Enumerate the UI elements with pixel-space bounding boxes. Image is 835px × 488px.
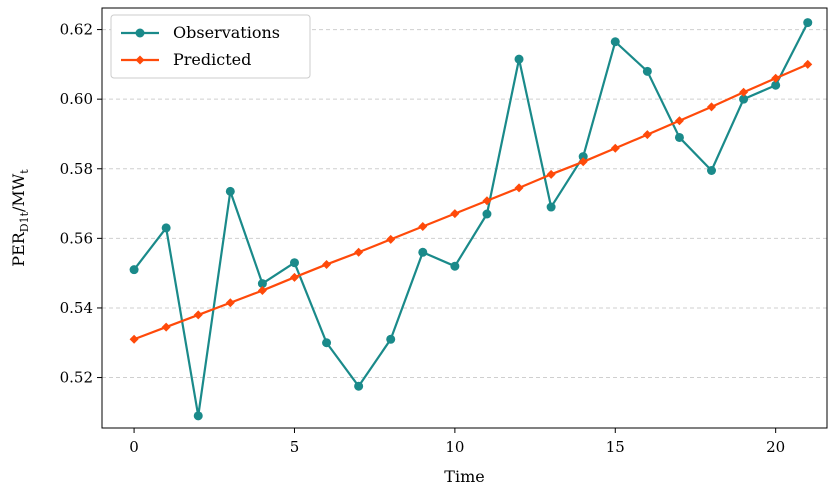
observations-point bbox=[803, 18, 813, 28]
observations-point bbox=[450, 261, 460, 271]
series-line-observations bbox=[133, 22, 809, 417]
y-axis-ticks: 0.52 0.54 0.56 0.58 0.60 0.62 bbox=[60, 21, 102, 387]
predicted-point bbox=[674, 116, 684, 126]
y-tick-label: 0.56 bbox=[60, 229, 93, 247]
legend-label: Predicted bbox=[173, 50, 251, 69]
predicted-point bbox=[418, 222, 428, 232]
predicted-point bbox=[193, 310, 203, 320]
observations-point bbox=[225, 186, 235, 196]
y-tick-label: 0.62 bbox=[60, 21, 93, 39]
y-axis-label-mid: /MW bbox=[9, 173, 28, 212]
series-predicted bbox=[129, 59, 813, 344]
x-tick-label: 20 bbox=[766, 438, 785, 456]
observations-point bbox=[482, 209, 492, 219]
predicted-point bbox=[289, 272, 299, 282]
predicted-point bbox=[225, 298, 235, 308]
predicted-point bbox=[610, 143, 620, 153]
predicted-point bbox=[482, 196, 492, 206]
observations-point bbox=[257, 279, 267, 289]
observations-point bbox=[129, 265, 139, 275]
legend-box bbox=[110, 14, 311, 79]
predicted-point bbox=[642, 130, 652, 140]
observations-point bbox=[642, 66, 652, 76]
legend-entry-observations: Observations bbox=[121, 23, 280, 42]
y-tick-label: 0.52 bbox=[60, 369, 93, 387]
predicted-point bbox=[803, 59, 813, 69]
observations-point bbox=[161, 223, 171, 233]
predicted-point bbox=[257, 286, 267, 296]
legend-marker bbox=[135, 55, 145, 65]
legend-label: Observations bbox=[173, 23, 280, 42]
observations-point bbox=[578, 152, 588, 162]
predicted-point bbox=[739, 87, 749, 97]
observations-point bbox=[289, 258, 299, 268]
y-tick-label: 0.60 bbox=[60, 90, 93, 108]
series-observations bbox=[129, 18, 813, 421]
observations-point bbox=[418, 247, 428, 257]
predicted-point bbox=[546, 169, 556, 179]
predicted-point bbox=[578, 157, 588, 167]
observations-point bbox=[514, 54, 524, 64]
observations-point bbox=[386, 334, 396, 344]
predicted-point bbox=[707, 102, 717, 112]
observations-point bbox=[322, 338, 332, 348]
predicted-point bbox=[514, 183, 524, 193]
series-line-predicted bbox=[133, 63, 809, 341]
predicted-point bbox=[354, 247, 364, 257]
y-tick-label: 0.58 bbox=[60, 160, 93, 178]
observations-point bbox=[546, 202, 556, 212]
predicted-point bbox=[386, 234, 396, 244]
predicted-point bbox=[161, 322, 171, 332]
y-axis-label-sub2: t bbox=[18, 169, 31, 174]
x-tick-label: 10 bbox=[445, 438, 464, 456]
legend: Observations Predicted bbox=[110, 14, 311, 79]
observations-point bbox=[739, 94, 749, 104]
observations-point bbox=[674, 132, 684, 142]
observations-point bbox=[610, 37, 620, 47]
x-axis-label: Time bbox=[444, 467, 484, 486]
x-tick-label: 5 bbox=[290, 438, 300, 456]
predicted-point bbox=[322, 259, 332, 269]
plot-frame bbox=[101, 7, 828, 429]
x-tick-label: 0 bbox=[129, 438, 139, 456]
observations-point bbox=[771, 80, 781, 90]
predicted-point bbox=[129, 334, 139, 344]
x-axis-ticks: 0 5 10 15 20 bbox=[129, 428, 785, 456]
observations-point bbox=[193, 411, 203, 421]
series-layer bbox=[129, 18, 813, 421]
y-tick-label: 0.54 bbox=[60, 299, 93, 317]
predicted-point bbox=[771, 73, 781, 83]
x-tick-label: 15 bbox=[606, 438, 625, 456]
y-axis-label-main: PER bbox=[9, 231, 28, 266]
y-axis-label-sub1: D1t bbox=[18, 211, 31, 232]
legend-marker bbox=[135, 28, 145, 38]
observations-point bbox=[707, 166, 717, 176]
observations-point bbox=[354, 381, 364, 391]
predicted-point bbox=[450, 209, 460, 219]
legend-entry-predicted: Predicted bbox=[121, 50, 251, 69]
y-axis-label: PERD1t/MWt bbox=[9, 169, 31, 267]
